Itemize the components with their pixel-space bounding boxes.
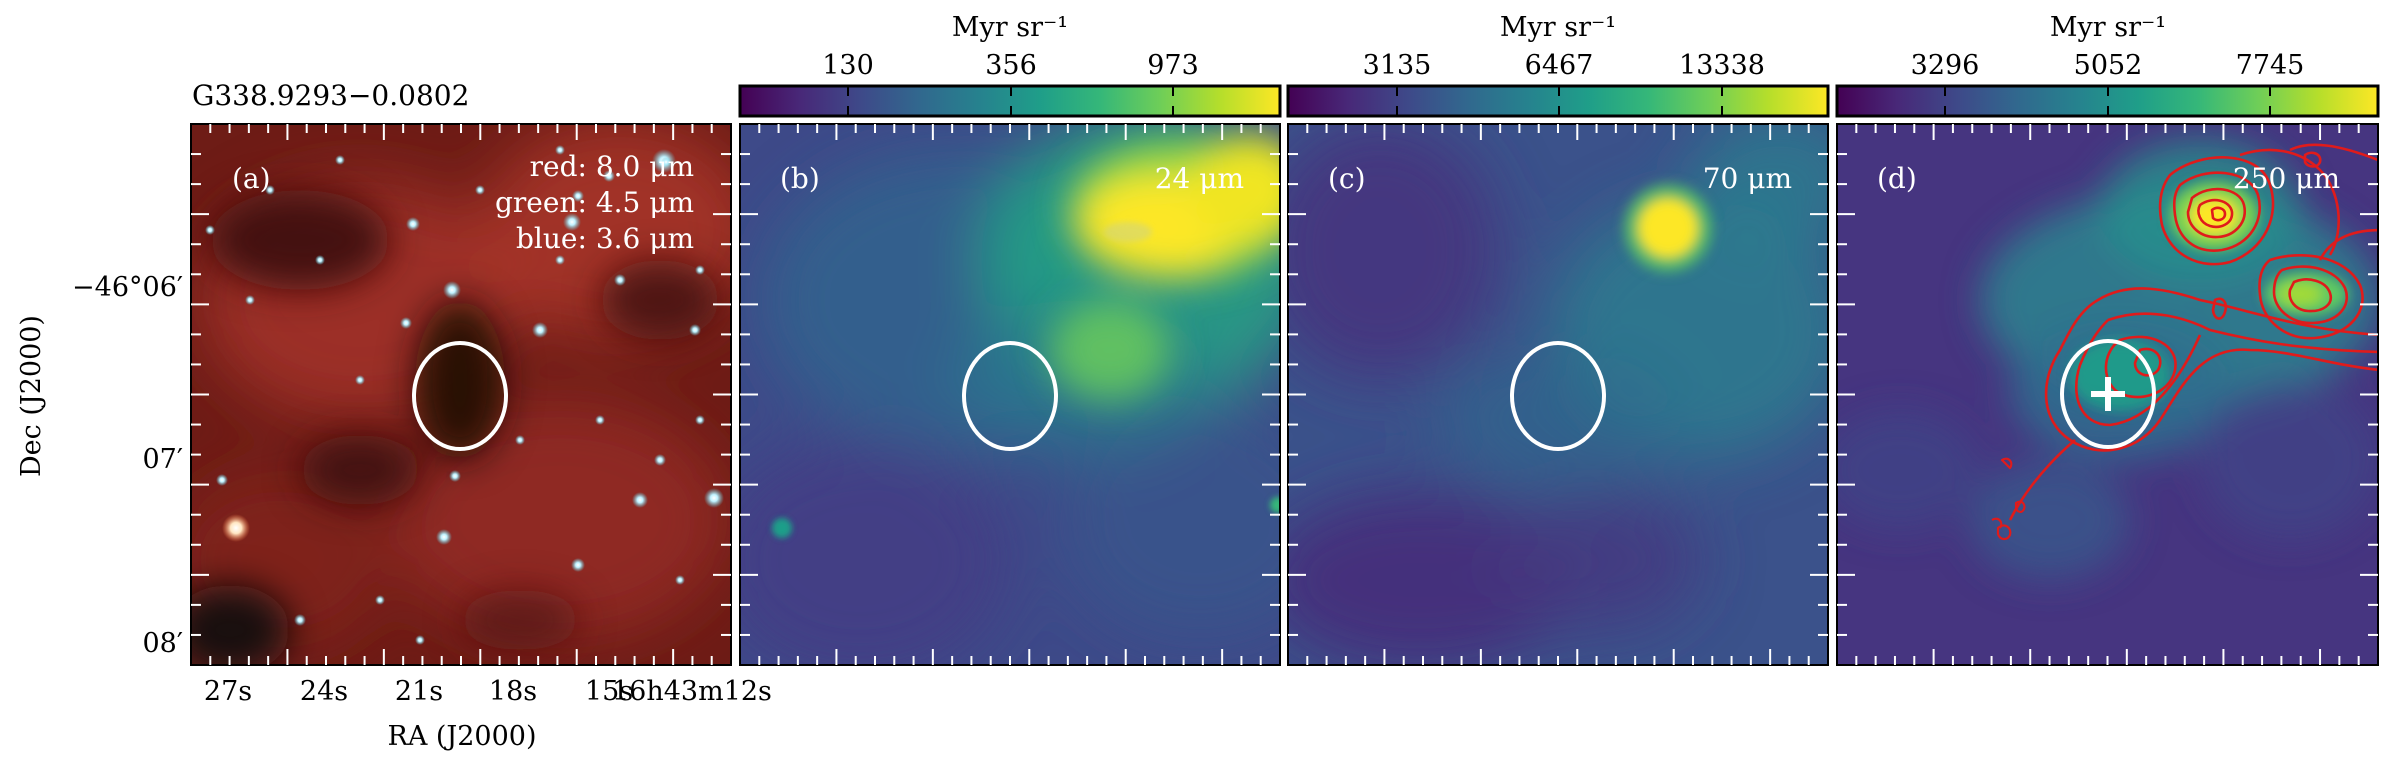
colorbar-24um-unit: Myr sr⁻¹	[952, 12, 1068, 43]
star-point	[614, 274, 626, 286]
colorbar-250um-tick-label: 3296	[1911, 50, 1980, 81]
star-point	[572, 190, 584, 202]
panel-b-label: (b)	[780, 162, 820, 195]
star-point	[245, 295, 255, 305]
panel-c-label: (c)	[1328, 162, 1366, 195]
star-point	[563, 213, 581, 231]
star-point	[675, 575, 685, 585]
x-tick-label: 24s	[300, 676, 348, 707]
plus-marker	[2091, 377, 2125, 411]
band-label-24um: 24 μm	[1155, 162, 1244, 195]
star-point	[375, 595, 385, 605]
star-point	[654, 454, 666, 466]
x-tick-label: 18s	[489, 676, 537, 707]
panel-a-image	[191, 124, 731, 665]
star-point	[355, 375, 365, 385]
colorbar-24um-tick-label: 130	[822, 50, 874, 81]
star-point	[436, 529, 452, 545]
colorbar-24um-tick-label: 356	[985, 50, 1037, 81]
x-tick-label: 15s	[585, 676, 633, 707]
band-label-250um: 250 μm	[2233, 162, 2340, 195]
star-point	[222, 514, 250, 542]
colorbar-250um: Myr sr⁻¹ 3296 5052 7745	[1835, 12, 2380, 118]
star-point	[415, 635, 425, 645]
axis-ticks	[191, 124, 2378, 665]
x-tick-label: 21s	[395, 676, 443, 707]
star-point	[315, 255, 325, 265]
colorbar-70um-tick-label: 13338	[1679, 50, 1765, 81]
composite-green-label: green: 4.5 μm	[495, 186, 694, 219]
panel-b-image	[740, 124, 1280, 665]
star-point	[475, 185, 485, 195]
region-ellipse-c	[1510, 341, 1606, 451]
star-point	[265, 185, 275, 195]
colorbar-250um-tick-label: 5052	[2074, 50, 2143, 81]
star-point	[515, 435, 525, 445]
star-point	[695, 265, 705, 275]
colorbar-24um: Myr sr⁻¹ 130 356 973	[738, 12, 1282, 118]
star-point	[603, 170, 615, 182]
x-tick-label: 27s	[204, 676, 252, 707]
star-point	[661, 157, 671, 167]
contours-250um	[1991, 143, 2378, 541]
panel-d-label: (d)	[1877, 162, 1917, 195]
region-ellipse-a	[412, 341, 508, 451]
y-axis-label: Dec (J2000)	[16, 315, 47, 477]
star-point	[216, 474, 228, 486]
star-point	[205, 225, 215, 235]
panel-c-image	[1288, 124, 1828, 665]
colorbar-70um-unit: Myr sr⁻¹	[1500, 12, 1616, 43]
colorbar-70um-tick-label: 6467	[1525, 50, 1594, 81]
star-point	[406, 217, 420, 231]
colorbar-24um-tick-label: 973	[1147, 50, 1199, 81]
composite-blue-label: blue: 3.6 μm	[516, 222, 694, 255]
star-point	[443, 281, 461, 299]
star-point	[532, 322, 548, 338]
star-point	[571, 558, 585, 572]
star-point	[595, 415, 605, 425]
band-label-70um: 70 μm	[1703, 162, 1792, 195]
star-point	[294, 614, 306, 626]
y-tick-label: −46°06′	[72, 272, 183, 303]
colorbar-250um-unit: Myr sr⁻¹	[2050, 12, 2166, 43]
region-ellipse-b	[962, 341, 1058, 451]
star-point	[555, 145, 565, 155]
star-point	[449, 470, 461, 482]
x-tick-label: 16h43m12s	[612, 676, 772, 707]
composite-red-label: red: 8.0 μm	[530, 150, 694, 183]
source-title: G338.9293−0.0802	[192, 79, 469, 112]
star-point	[555, 255, 565, 265]
x-axis-label: RA (J2000)	[387, 721, 536, 752]
star-point	[704, 488, 724, 508]
colorbar-250um-tick-label: 7745	[2236, 50, 2305, 81]
star-point	[400, 317, 412, 329]
colorbar-70um: Myr sr⁻¹ 3135 6467 13338	[1286, 12, 1830, 118]
star-point	[695, 415, 705, 425]
colorbar-70um-tick-label: 3135	[1363, 50, 1432, 81]
region-ellipse-d	[2060, 339, 2156, 449]
y-tick-label: 08′	[143, 628, 184, 659]
panel-a-label: (a)	[232, 162, 271, 195]
star-point	[689, 324, 701, 336]
star-point	[632, 492, 648, 508]
star-point	[335, 155, 345, 165]
y-tick-label: 07′	[143, 444, 184, 475]
